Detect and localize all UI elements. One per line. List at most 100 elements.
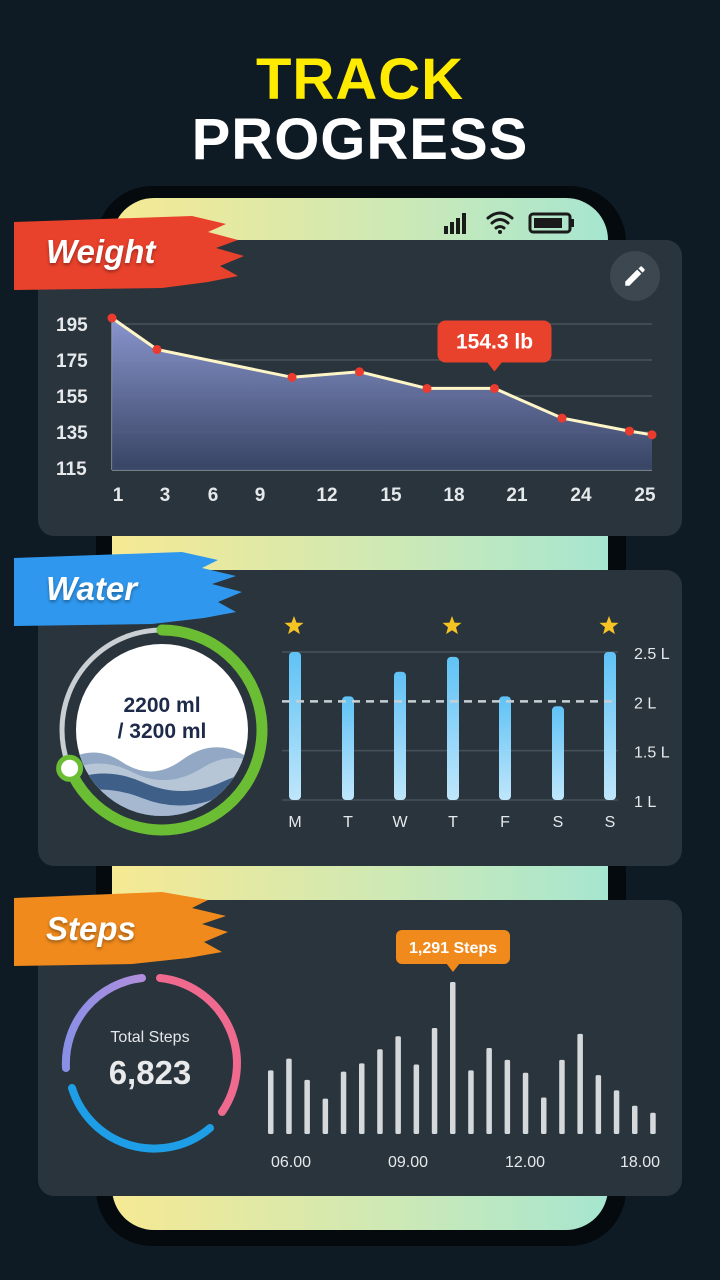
steps-brush-shape (14, 892, 228, 966)
weight-brush-shape (14, 216, 244, 290)
water-ring-progress (64, 624, 268, 836)
water-day-label: T (343, 814, 353, 831)
goal-star-icon (284, 616, 304, 635)
weight-data-point (647, 430, 657, 440)
steps-tooltip-text: 1,291 Steps (409, 940, 497, 957)
steps-ring-segment-pink (156, 974, 241, 1116)
water-chart: 2.5 L 2 L 1.5 L 1 L M T W T F S S (282, 616, 670, 831)
steps-bar (559, 1059, 565, 1134)
steps-bar (650, 1112, 656, 1134)
water-bar (289, 652, 301, 800)
steps-bar (541, 1097, 547, 1134)
weight-area (112, 318, 652, 470)
steps-bar (468, 1070, 474, 1134)
weight-x-tick: 24 (570, 485, 592, 506)
steps-x-tick: 09.00 (388, 1154, 428, 1171)
weight-data-point (355, 367, 364, 377)
goal-star-icon (442, 616, 462, 635)
steps-x-tick: 12.00 (505, 1154, 545, 1171)
weight-x-tick: 6 (208, 485, 219, 506)
total-steps-value: 6,823 (108, 1054, 192, 1091)
steps-ring (61, 974, 241, 1153)
signal-icon (444, 213, 466, 234)
water-day-label: S (553, 814, 564, 831)
steps-bar (486, 1048, 492, 1134)
weight-label: Weight (46, 233, 156, 270)
weight-x-tick: 18 (443, 485, 464, 506)
steps-brush-banner (14, 892, 228, 966)
goal-star-icon (599, 616, 619, 635)
steps-bar (268, 1070, 274, 1134)
weight-y-tick: 195 (56, 315, 88, 336)
weight-data-point (152, 345, 162, 355)
weight-x-tick: 25 (634, 485, 656, 506)
steps-bar (632, 1105, 638, 1134)
water-day-label: F (500, 814, 510, 831)
steps-ring-segment-purple (61, 974, 146, 1072)
weight-tooltip: 154.3 lb (437, 320, 552, 372)
steps-bar (413, 1064, 420, 1134)
water-brush-banner (14, 552, 242, 626)
water-bar (342, 696, 354, 800)
water-ring-knob (56, 754, 84, 782)
water-y-tick: 1.5 L (634, 745, 670, 762)
steps-bar (340, 1071, 347, 1134)
water-bar (447, 656, 459, 800)
weight-y-tick: 135 (56, 423, 88, 444)
weight-data-point (107, 313, 117, 323)
water-label: Water (46, 570, 138, 607)
water-bar (552, 706, 564, 800)
steps-bar (359, 1063, 365, 1134)
weight-y-tick: 175 (56, 351, 88, 372)
steps-ring-segment-blue (68, 1084, 214, 1153)
weight-tooltip-text: 154.3 lb (456, 330, 533, 353)
weight-data-point (490, 383, 499, 393)
steps-bar (431, 1028, 438, 1134)
steps-bar (395, 1036, 401, 1134)
total-steps-label: Total Steps (110, 1029, 190, 1046)
weight-x-tick: 1 (113, 485, 124, 506)
water-y-tick: 1 L (634, 794, 656, 811)
status-bar (444, 211, 574, 234)
water-bar (604, 652, 616, 800)
pencil-icon (625, 266, 645, 286)
steps-x-tick: 18.00 (620, 1154, 660, 1171)
water-day-label: W (392, 814, 408, 831)
steps-x-tick: 06.00 (271, 1154, 311, 1171)
steps-bar (322, 1098, 329, 1134)
steps-bar (377, 1049, 383, 1134)
headline-track: TRACK (256, 47, 464, 112)
water-bar (499, 696, 511, 800)
steps-bar (522, 1072, 529, 1134)
wifi-icon (486, 211, 514, 234)
steps-bar (577, 1033, 583, 1134)
steps-bar (504, 1059, 511, 1134)
headline-progress: PROGRESS (191, 107, 529, 172)
steps-bar (304, 1079, 310, 1134)
water-y-tick: 2 L (634, 695, 656, 712)
weight-y-tick: 155 (56, 387, 88, 408)
water-amount-current: 2200 ml (123, 694, 201, 717)
water-day-label: M (288, 814, 301, 831)
weight-data-point (557, 413, 567, 423)
edit-weight-button[interactable] (610, 251, 660, 301)
steps-chart: 1,291 Steps 06.00 09.00 12.00 18.00 (268, 930, 660, 1171)
weight-brush-banner (14, 216, 244, 290)
weight-data-point (287, 372, 297, 382)
battery-icon (528, 212, 574, 234)
water-progress-ring (56, 624, 268, 836)
weight-x-tick: 15 (380, 485, 402, 506)
steps-tooltip: 1,291 Steps (396, 930, 510, 972)
weight-chart: 195 175 155 135 115 1 3 6 9 12 15 18 21 24 25 154.3 l… (56, 313, 657, 506)
weight-x-tick: 3 (160, 485, 171, 506)
weight-x-tick: 9 (255, 485, 266, 506)
weight-data-point (422, 383, 432, 393)
weight-x-tick: 21 (506, 485, 528, 506)
weight-data-point (625, 426, 634, 436)
steps-label: Steps (46, 910, 136, 947)
weight-x-tick: 12 (316, 485, 337, 506)
water-day-label: T (448, 814, 458, 831)
water-day-label: S (605, 814, 616, 831)
water-bar (394, 671, 406, 800)
